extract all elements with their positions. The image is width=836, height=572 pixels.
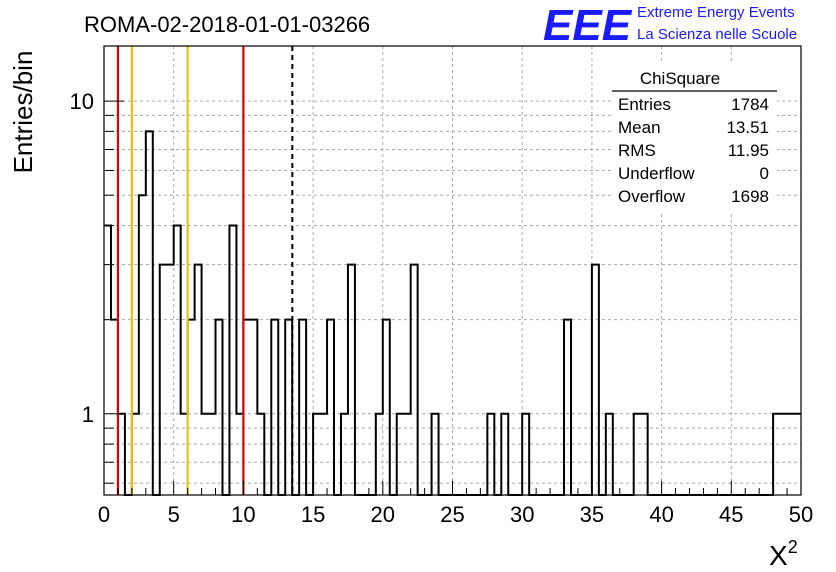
histogram-bin	[216, 320, 223, 495]
x-tick-label: 20	[371, 502, 395, 527]
x-tick-label: 25	[440, 502, 464, 527]
y-axis-label: Entries/bin	[8, 51, 38, 174]
stats-value: 1784	[731, 95, 769, 114]
x-tick-label: 10	[231, 502, 255, 527]
x-tick-label: 0	[98, 502, 110, 527]
stats-label: Underflow	[618, 164, 695, 183]
stats-box: ChiSquare Entries 1784 Mean 13.51 RMS 11.95 Un…	[612, 64, 777, 214]
x-tick-label: 40	[649, 502, 673, 527]
x-tick-label: 50	[789, 502, 813, 527]
x-tick-label: 45	[719, 502, 743, 527]
x-tick-label: 5	[168, 502, 180, 527]
x-tick-label: 35	[580, 502, 604, 527]
x-axis-ticks: 0 5 10 15 20 25 30 35 40 45 50	[98, 481, 813, 527]
histogram-bin	[229, 226, 236, 495]
eee-logo: EEE	[543, 1, 633, 50]
x-axis-label: X2	[769, 537, 798, 571]
run-title: ROMA-02-2018-01-01-03266	[84, 12, 370, 37]
stats-value: 11.95	[728, 141, 769, 160]
stats-box-background	[612, 64, 777, 214]
logo-line-1: Extreme Energy Events	[637, 4, 795, 21]
histogram-bin	[285, 320, 292, 495]
stats-label: RMS	[618, 141, 656, 160]
y-tick-label: 10	[70, 89, 94, 114]
logo-line-2: La Scienza nelle Scuole	[637, 26, 797, 43]
histogram-bin	[383, 320, 390, 495]
stats-title: ChiSquare	[640, 69, 720, 88]
histogram-bin	[271, 320, 278, 495]
histogram-bin	[146, 131, 153, 495]
stats-label: Overflow	[618, 187, 686, 206]
histogram-bin	[160, 265, 167, 495]
histogram-bin	[348, 265, 355, 495]
histogram-outline	[104, 130, 801, 496]
histogram-bin	[592, 265, 599, 495]
histogram-bin	[564, 320, 571, 495]
histogram-bin	[167, 265, 174, 495]
x-axis-label-base: X	[769, 540, 788, 571]
stats-label: Mean	[618, 118, 661, 137]
reference-lines	[116, 46, 294, 495]
stats-value: 0	[760, 164, 769, 183]
stats-value: 1698	[731, 187, 769, 206]
stats-label: Entries	[618, 95, 671, 114]
histogram-bin	[195, 265, 202, 495]
stats-value: 13.51	[726, 118, 769, 137]
histogram-bin	[411, 265, 418, 495]
histogram-bin	[174, 226, 181, 495]
histogram-bin	[250, 320, 257, 495]
histogram-bin	[139, 195, 146, 495]
x-tick-label: 30	[510, 502, 534, 527]
histogram-bars	[104, 130, 801, 496]
x-tick-label: 15	[301, 502, 325, 527]
histogram-bin	[327, 320, 334, 495]
histogram-bin	[299, 320, 306, 495]
histogram-bin	[104, 226, 111, 495]
y-tick-label: 1	[82, 402, 94, 427]
y-axis-ticks: 1 10	[70, 89, 124, 484]
x-axis-label-superscript: 2	[788, 537, 798, 557]
